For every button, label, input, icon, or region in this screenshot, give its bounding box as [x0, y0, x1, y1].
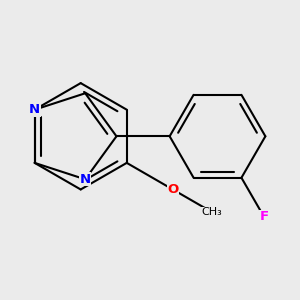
Text: N: N	[29, 103, 40, 116]
Text: O: O	[167, 183, 178, 196]
Text: N: N	[80, 173, 91, 186]
Text: F: F	[260, 210, 268, 224]
Text: CH₃: CH₃	[202, 207, 222, 217]
